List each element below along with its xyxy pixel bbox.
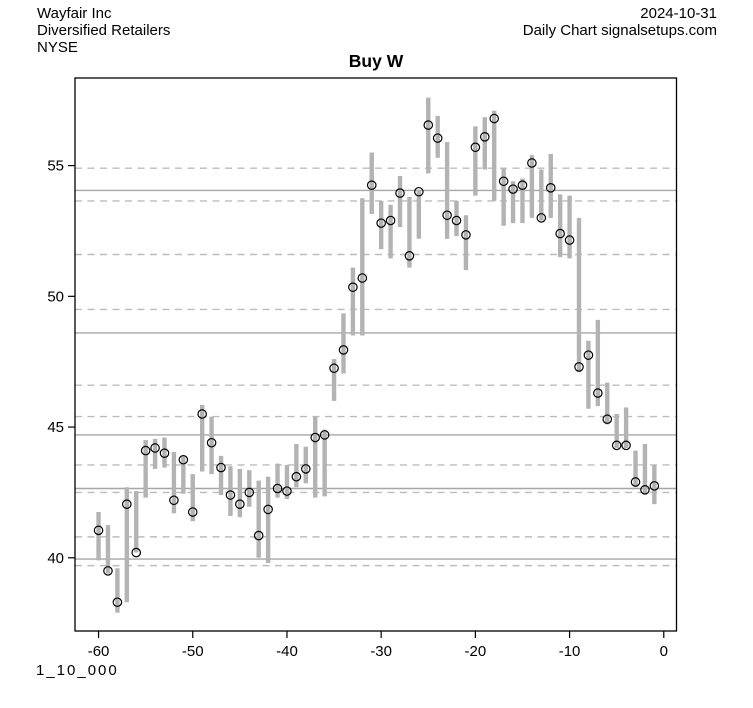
close-marker <box>414 186 424 197</box>
close-marker <box>263 504 273 515</box>
signal-code: 1_10_000 <box>36 662 119 679</box>
close-marker <box>602 414 613 425</box>
close-marker <box>385 215 396 226</box>
industry-name: Diversified Retailers <box>37 22 171 39</box>
close-marker <box>291 471 302 482</box>
close-marker <box>272 483 283 494</box>
close-marker <box>451 215 462 226</box>
close-marker <box>555 228 565 239</box>
header-right: 2024-10-31 Daily Chart signalsetups.com <box>523 5 717 39</box>
close-marker <box>442 210 452 221</box>
close-marker <box>112 597 123 608</box>
close-marker <box>508 184 518 194</box>
close-marker <box>310 432 321 443</box>
close-marker <box>423 120 434 130</box>
exchange-name: NYSE <box>37 39 78 56</box>
x-tick-label: 0 <box>660 643 668 660</box>
close-marker <box>103 566 113 576</box>
close-marker <box>376 218 386 228</box>
x-tick-label: -30 <box>370 643 392 660</box>
close-marker <box>395 188 405 198</box>
close-marker <box>225 490 236 500</box>
close-marker <box>470 142 481 153</box>
close-marker <box>489 113 500 124</box>
company-name: Wayfair Inc <box>37 5 112 22</box>
x-tick-label: -20 <box>465 643 487 660</box>
close-marker <box>282 486 292 496</box>
close-marker <box>140 445 151 456</box>
y-tick-label: 50 <box>47 288 64 305</box>
close-marker <box>244 487 255 498</box>
close-marker <box>187 507 198 517</box>
close-marker <box>235 499 245 509</box>
close-marker <box>574 362 584 372</box>
x-tick-label: -50 <box>182 643 204 660</box>
close-marker <box>527 158 537 168</box>
close-marker <box>93 525 104 536</box>
close-marker <box>640 485 650 495</box>
close-marker <box>338 345 349 355</box>
close-marker <box>348 282 358 292</box>
close-marker <box>122 499 132 509</box>
close-marker <box>206 437 217 448</box>
close-marker <box>159 448 170 459</box>
plot-border <box>74 77 678 632</box>
close-marker <box>583 350 594 360</box>
x-tick-label: -40 <box>276 643 298 660</box>
close-marker <box>536 213 547 223</box>
close-marker <box>404 250 415 261</box>
close-marker <box>197 409 207 419</box>
close-marker <box>461 230 471 240</box>
close-marker <box>216 462 226 473</box>
close-marker <box>630 477 641 487</box>
chart-source: Daily Chart signalsetups.com <box>522 22 717 39</box>
close-marker <box>178 454 189 465</box>
y-tick-label: 40 <box>47 550 64 567</box>
close-marker <box>432 133 443 143</box>
y-tick-label: 55 <box>47 158 64 175</box>
close-marker <box>319 430 330 440</box>
close-marker <box>366 180 377 191</box>
close-marker <box>649 481 660 491</box>
close-marker <box>150 443 160 453</box>
header-left: Wayfair Inc Diversified Retailers NYSE <box>37 5 170 56</box>
close-marker <box>564 235 575 245</box>
close-marker <box>611 440 622 451</box>
chart-date: 2024-10-31 <box>640 5 717 22</box>
close-marker <box>253 530 264 541</box>
y-tick-label: 45 <box>47 419 64 436</box>
close-marker <box>479 132 490 142</box>
close-marker <box>517 180 528 191</box>
x-tick-label: -10 <box>559 643 581 660</box>
close-marker <box>329 363 339 374</box>
chart-title: Buy W <box>348 51 404 71</box>
close-marker <box>357 273 368 283</box>
close-marker <box>545 183 556 193</box>
close-marker <box>169 495 179 506</box>
close-marker <box>621 440 631 451</box>
close-marker <box>301 464 311 474</box>
close-marker <box>131 547 142 558</box>
x-tick-label: -60 <box>88 643 110 660</box>
close-marker <box>498 176 509 187</box>
close-marker <box>593 388 603 398</box>
